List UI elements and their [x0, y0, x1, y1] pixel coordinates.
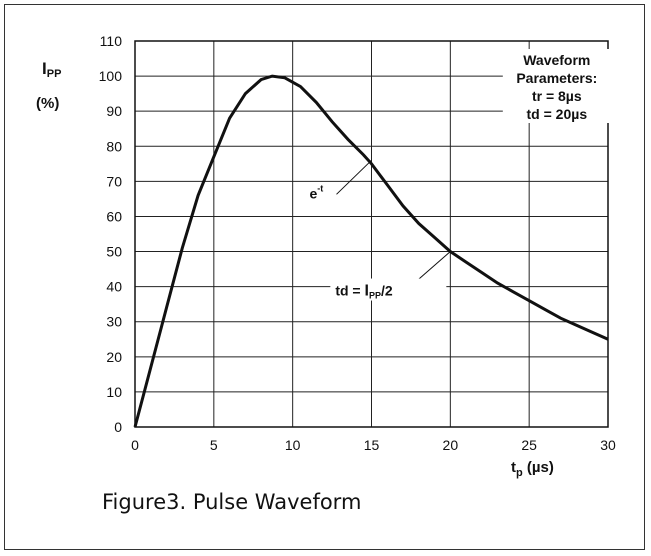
- annotation-td-sub: PP: [369, 291, 381, 301]
- x-tick-label: 15: [364, 437, 380, 453]
- waveform-curve: [133, 74, 609, 428]
- x-axis-label: tp (µs): [511, 459, 554, 479]
- x-tick-label: 20: [443, 437, 459, 453]
- x-tick-label: 0: [131, 437, 139, 453]
- x-tick-label: 25: [521, 437, 537, 453]
- pulse-waveform-chart: 0 10 20 30 40 50 60 70 80 90 100 110 0 5 10 15 20 25 30 W…: [36, 33, 616, 479]
- y-tick-label: 40: [106, 279, 122, 295]
- y-axis-label: IPP: [42, 59, 61, 80]
- annotation-td: td = IPP/2: [335, 283, 393, 301]
- annotation-td-main: I: [365, 283, 369, 300]
- annotation-e-t-bg: [307, 182, 334, 203]
- figure-frame: [4, 4, 645, 550]
- annotation-td-pre: td =: [335, 283, 364, 299]
- y-tick-label: 30: [106, 314, 122, 330]
- annotation-td-bg: [330, 278, 447, 301]
- y-axis-label-sub: PP: [47, 68, 62, 80]
- x-tick-label: 30: [600, 437, 616, 453]
- legend-line: Waveform: [523, 52, 590, 68]
- y-tick-label: 110: [100, 33, 123, 49]
- x-axis-label-sub: p: [516, 467, 523, 479]
- annotation-e-t-sup: -t: [317, 183, 323, 193]
- y-tick-label: 60: [106, 208, 122, 224]
- y-tick-label: 20: [106, 349, 122, 365]
- x-axis-label-unit: (µs): [523, 459, 554, 476]
- y-tick-label: 0: [114, 419, 122, 435]
- annotation-td-post: /2: [381, 283, 393, 299]
- x-tick-label: 10: [285, 437, 301, 453]
- annotation-e-t-leader: [336, 159, 372, 195]
- y-tick-label: 10: [106, 384, 122, 400]
- annotation-e-t-base: e: [310, 185, 318, 201]
- legend-text: Waveform Parameters: tr = 8µs td = 20µs: [516, 52, 597, 122]
- legend-line: tr = 8µs: [532, 88, 582, 104]
- plot-border: [134, 40, 609, 428]
- y-axis-unit: (%): [36, 95, 59, 112]
- y-tick-labels: 0 10 20 30 40 50 60 70 80 90 100 110: [99, 33, 123, 435]
- x-tick-label: 5: [210, 437, 218, 453]
- y-axis-label-main: I: [42, 59, 47, 78]
- y-tick-label: 50: [106, 244, 122, 260]
- legend-line: td = 20µs: [527, 106, 588, 122]
- annotation-e-t: e-t: [310, 183, 324, 201]
- figure-caption: Figure3. Pulse Waveform: [102, 490, 362, 514]
- y-tick-label: 100: [99, 68, 123, 84]
- x-tick-labels: 0 5 10 15 20 25 30: [131, 437, 616, 453]
- legend-box: [502, 49, 611, 123]
- y-tick-label: 70: [106, 173, 122, 189]
- y-tick-label: 80: [106, 138, 122, 154]
- legend-line: Parameters:: [516, 70, 597, 86]
- y-tick-label: 90: [106, 103, 122, 119]
- x-axis-label-main: t: [511, 459, 516, 476]
- annotation-td-leader: [418, 251, 451, 280]
